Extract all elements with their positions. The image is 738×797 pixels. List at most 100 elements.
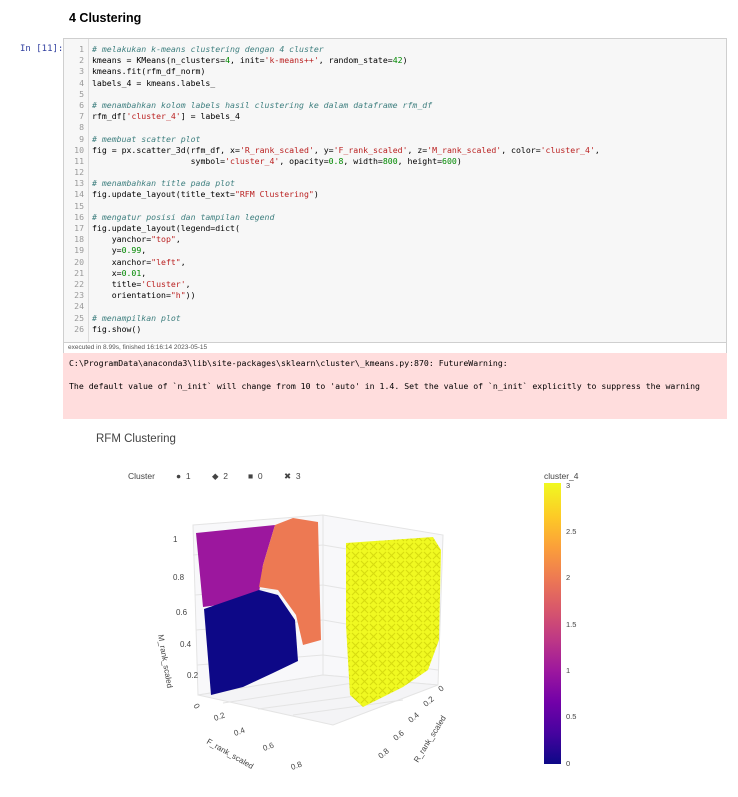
z-tick: 0.8 bbox=[173, 573, 185, 582]
legend-item-3[interactable]: ✖ 3 bbox=[284, 471, 301, 482]
scatter-3d-scene[interactable]: 1 0.8 0.6 0.4 0.2 0 M_rank_scaled 0.2 0.… bbox=[63, 425, 503, 797]
code-cell[interactable]: 1 # melakukan k-means clustering dengan 4… bbox=[63, 38, 727, 343]
line-number: 13 bbox=[74, 178, 84, 189]
x-icon: ✖ bbox=[284, 471, 292, 481]
code-line: 25 # menampilkan plot bbox=[64, 313, 726, 324]
plot-title: RFM Clustering bbox=[96, 433, 176, 445]
code-text: rfm_df['cluster_4'] = labels_4 bbox=[92, 111, 240, 122]
legend-item-1[interactable]: ● 1 bbox=[176, 471, 191, 481]
y-axis-title: F_rank_scaled bbox=[205, 737, 255, 771]
section-heading: 4 Clustering bbox=[69, 11, 142, 25]
line-number: 20 bbox=[74, 256, 84, 267]
code-line: 10 fig = px.scatter_3d(rfm_df, x='R_rank_… bbox=[64, 145, 726, 156]
code-text: # menambahkan title pada plot bbox=[92, 178, 235, 189]
line-number: 17 bbox=[74, 223, 84, 233]
colorbar-tick: 2 bbox=[566, 573, 571, 582]
code-line: 16 # mengatur posisi dan tampilan legend bbox=[64, 212, 726, 223]
colorbar-title: cluster_4 bbox=[544, 471, 579, 481]
colorbar-tick: 2.5 bbox=[566, 527, 577, 536]
line-number: 11 bbox=[74, 155, 84, 166]
code-text: orientation="h")) bbox=[92, 290, 196, 301]
code-text: fig = px.scatter_3d(rfm_df, x='R_rank_sc… bbox=[92, 144, 600, 155]
line-number: 5 bbox=[79, 88, 84, 99]
code-line: 24 bbox=[64, 301, 726, 312]
colorbar-tick: 1 bbox=[566, 666, 571, 675]
z-axis-title: M_rank_scaled bbox=[156, 634, 174, 689]
line-number: 7 bbox=[79, 111, 84, 122]
line-number: 8 bbox=[79, 122, 84, 133]
code-line: 20 xanchor="left", bbox=[64, 257, 726, 268]
code-line: 26 fig.show() bbox=[64, 324, 726, 335]
y-axis: 0.2 0.4 0.6 0.8 F_rank_scaled bbox=[205, 710, 304, 771]
code-text: labels_4 = kmeans.labels_ bbox=[92, 77, 216, 88]
line-number: 24 bbox=[74, 301, 84, 312]
warning-output: C:\ProgramData\anaconda3\lib\site-packag… bbox=[63, 353, 727, 419]
z-tick: 0 bbox=[192, 702, 202, 711]
line-number: 9 bbox=[79, 133, 84, 144]
legend-label: 0 bbox=[257, 471, 263, 481]
line-number: 23 bbox=[74, 290, 84, 301]
code-text: fig.show() bbox=[92, 323, 142, 334]
line-number: 3 bbox=[79, 66, 84, 77]
code-line: 8 bbox=[64, 122, 726, 133]
line-number: 6 bbox=[79, 99, 84, 110]
code-line: 2 kmeans = KMeans(n_clusters=4, init='k-m… bbox=[64, 55, 726, 66]
square-icon: ■ bbox=[248, 471, 254, 481]
code-line: 14 fig.update_layout(title_text="RFM Clus… bbox=[64, 189, 726, 200]
line-number: 25 bbox=[74, 312, 84, 323]
code-line: 9 # membuat scatter plot bbox=[64, 134, 726, 145]
code-line: 23 orientation="h")) bbox=[64, 290, 726, 301]
code-line: 5 bbox=[64, 89, 726, 100]
warning-message: The default value of `n_init` will chang… bbox=[69, 380, 700, 391]
line-number: 18 bbox=[74, 234, 84, 245]
x-tick: 0 bbox=[437, 683, 447, 693]
x-tick: 0.6 bbox=[392, 728, 407, 742]
code-line: 4 labels_4 = kmeans.labels_ bbox=[64, 78, 726, 89]
code-text: # mengatur posisi dan tampilan legend bbox=[92, 211, 275, 222]
warning-path: C:\ProgramData\anaconda3\lib\site-packag… bbox=[69, 358, 508, 368]
code-line: 3 kmeans.fit(rfm_df_norm) bbox=[64, 66, 726, 77]
legend-item-0[interactable]: ■ 0 bbox=[248, 471, 263, 481]
code-text: # melakukan k-means clustering dengan 4 … bbox=[92, 44, 324, 54]
x-tick: 0.4 bbox=[407, 710, 422, 724]
line-number: 12 bbox=[74, 167, 84, 178]
code-line: 6 # menambahkan kolom labels hasil cluste… bbox=[64, 100, 726, 111]
x-axis-title: R_rank_scaled bbox=[412, 714, 448, 764]
line-number: 10 bbox=[74, 144, 84, 155]
z-tick: 0.4 bbox=[180, 640, 192, 649]
line-number: 2 bbox=[79, 55, 84, 66]
cell-prompt: In [11]: bbox=[20, 44, 64, 54]
code-text: x=0.01, bbox=[92, 267, 147, 278]
code-text: yanchor="top", bbox=[92, 234, 181, 245]
code-text: title='Cluster', bbox=[92, 278, 191, 289]
y-tick: 0.6 bbox=[262, 740, 276, 752]
y-tick: 0.2 bbox=[213, 710, 227, 722]
code-line: 13 # menambahkan title pada plot bbox=[64, 178, 726, 189]
cluster-2-points bbox=[259, 518, 321, 645]
code-text: xanchor="left", bbox=[92, 256, 186, 267]
colorbar-tick: 0.5 bbox=[566, 712, 577, 721]
code-text: fig.update_layout(legend=dict( bbox=[92, 223, 240, 233]
y-tick: 0.4 bbox=[233, 725, 247, 737]
colorbar-tick: 3 bbox=[566, 481, 571, 490]
legend-item-2[interactable]: ◆ 2 bbox=[212, 471, 228, 482]
code-line: 17 fig.update_layout(legend=dict( bbox=[64, 223, 726, 234]
z-tick: 0.2 bbox=[187, 671, 199, 680]
legend-title: Cluster bbox=[128, 471, 155, 481]
line-number: 4 bbox=[79, 77, 84, 88]
plotly-figure[interactable]: RFM Clustering Cluster ● 1 ◆ 2 ■ 0 ✖ 3 bbox=[63, 425, 727, 797]
colorbar-tick: 0 bbox=[566, 759, 571, 768]
cluster-0-points bbox=[204, 590, 298, 695]
line-number: 19 bbox=[74, 245, 84, 256]
x-tick: 0.2 bbox=[422, 694, 437, 708]
circle-icon: ● bbox=[176, 471, 182, 481]
code-text: # membuat scatter plot bbox=[92, 133, 201, 144]
line-number: 14 bbox=[74, 189, 84, 200]
legend-label: 3 bbox=[295, 471, 301, 481]
code-line: 15 bbox=[64, 201, 726, 212]
code-text: symbol='cluster_4', opacity=0.8, width=8… bbox=[92, 155, 462, 166]
code-editor[interactable]: 1 # melakukan k-means clustering dengan 4… bbox=[64, 44, 726, 335]
code-line: 7 rfm_df['cluster_4'] = labels_4 bbox=[64, 111, 726, 122]
code-line: 21 x=0.01, bbox=[64, 268, 726, 279]
z-tick: 0.6 bbox=[176, 608, 188, 617]
